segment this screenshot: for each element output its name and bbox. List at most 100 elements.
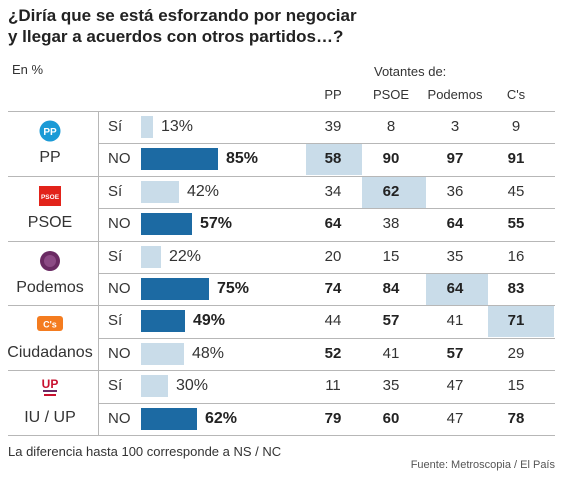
value-cell: 60 (382, 410, 400, 427)
bar-value-label: 42% (187, 183, 220, 200)
response-label: NO (108, 150, 131, 167)
unit-label: En % (12, 62, 44, 77)
party-label: IU / UP (24, 409, 76, 426)
voters-label: Votantes de: (374, 64, 447, 79)
bar-value-label: 13% (161, 118, 194, 135)
grid-line-h (98, 208, 555, 209)
podemos-logo-icon (38, 250, 62, 277)
bar-value-label: 62% (205, 410, 238, 427)
value-cell: 29 (507, 345, 525, 362)
value-cell: 41 (446, 312, 464, 329)
value-cell: 62 (382, 183, 400, 200)
bar-mark (141, 343, 184, 365)
value-cell: 91 (507, 150, 525, 167)
value-cell: 41 (382, 345, 400, 362)
grid-line-h (98, 143, 555, 144)
value-cell: 38 (382, 215, 400, 232)
grid-line-h (8, 435, 555, 436)
value-cell: 35 (382, 377, 400, 394)
party-label: PP (39, 149, 61, 166)
response-label: Sí (108, 312, 123, 329)
value-cell: 47 (446, 377, 464, 394)
bar-value-label: 22% (169, 248, 202, 265)
value-cell: 44 (324, 312, 342, 329)
psoe-logo-icon: PSOE (38, 185, 62, 212)
party-label: PSOE (27, 214, 73, 231)
title-line-1: ¿Diría que se está esforzando por negoci… (8, 6, 357, 25)
value-cell: 90 (382, 150, 400, 167)
bar-value-label: 57% (200, 215, 233, 232)
svg-text:PP: PP (43, 127, 57, 138)
value-cell: 11 (325, 377, 341, 394)
value-cell: 15 (507, 377, 525, 394)
bar-mark (141, 408, 197, 430)
value-cell: 79 (324, 410, 342, 427)
response-label: NO (108, 410, 131, 427)
response-label: Sí (108, 118, 123, 135)
highlight-cell (426, 274, 488, 305)
value-cell: 71 (507, 312, 525, 329)
grid-line-h (98, 273, 555, 274)
bar-mark (141, 181, 179, 203)
grid-line-v (98, 111, 99, 435)
bar-mark (141, 310, 185, 332)
title-line-2: y llegar a acuerdos con otros partidos…? (8, 27, 344, 46)
svg-text:PSOE: PSOE (41, 194, 60, 201)
value-cell: 36 (446, 183, 464, 200)
grid-line-h (8, 370, 555, 371)
value-cell: 97 (446, 150, 464, 167)
value-cell: 83 (507, 280, 525, 297)
grid-line-h (8, 176, 555, 177)
column-header-psoe: PSOE (372, 87, 410, 102)
response-label: NO (108, 345, 131, 362)
pp-logo-icon: PP (38, 120, 62, 147)
value-cell: 58 (324, 150, 342, 167)
value-cell: 39 (324, 118, 342, 135)
value-cell: 52 (324, 345, 342, 362)
bar-mark (141, 213, 192, 235)
response-label: Sí (108, 377, 123, 394)
value-cell: 34 (324, 183, 342, 200)
response-label: NO (108, 280, 131, 297)
bar-value-label: 49% (193, 312, 226, 329)
value-cell: 64 (446, 215, 464, 232)
value-cell: 47 (446, 410, 464, 427)
response-label: Sí (108, 183, 123, 200)
response-label: Sí (108, 248, 123, 265)
value-cell: 64 (324, 215, 342, 232)
value-cell: 15 (382, 248, 400, 265)
party-label: Podemos (16, 279, 84, 296)
value-cell: 8 (386, 118, 396, 135)
column-header-cs: C's (506, 87, 526, 102)
grid-line-h (8, 111, 555, 112)
value-cell: 35 (446, 248, 464, 265)
value-cell: 16 (507, 248, 525, 265)
response-label: NO (108, 215, 131, 232)
grid-line-h (8, 241, 555, 242)
highlight-cell (362, 177, 426, 208)
bar-value-label: 30% (176, 377, 209, 394)
highlight-cell (488, 306, 554, 337)
bar-mark (141, 148, 218, 170)
value-cell: 45 (507, 183, 525, 200)
value-cell: 20 (324, 248, 342, 265)
grid-line-h (98, 403, 555, 404)
up-logo-icon: UP (38, 376, 62, 405)
party-label: Ciudadanos (7, 344, 93, 361)
svg-text:UP: UP (42, 377, 59, 391)
bar-mark (141, 116, 153, 138)
value-cell: 57 (382, 312, 400, 329)
bar-value-label: 48% (192, 345, 225, 362)
grid-line-h (8, 305, 555, 306)
value-cell: 55 (507, 215, 525, 232)
bar-mark (141, 278, 209, 300)
svg-text:C's: C's (43, 320, 57, 330)
value-cell: 74 (324, 280, 342, 297)
bar-mark (141, 375, 168, 397)
grid-line-h (98, 338, 555, 339)
cs-logo-icon: C's (36, 314, 64, 339)
value-cell: 57 (446, 345, 464, 362)
column-header-podemos: Podemos (427, 87, 483, 102)
bar-mark (141, 246, 161, 268)
